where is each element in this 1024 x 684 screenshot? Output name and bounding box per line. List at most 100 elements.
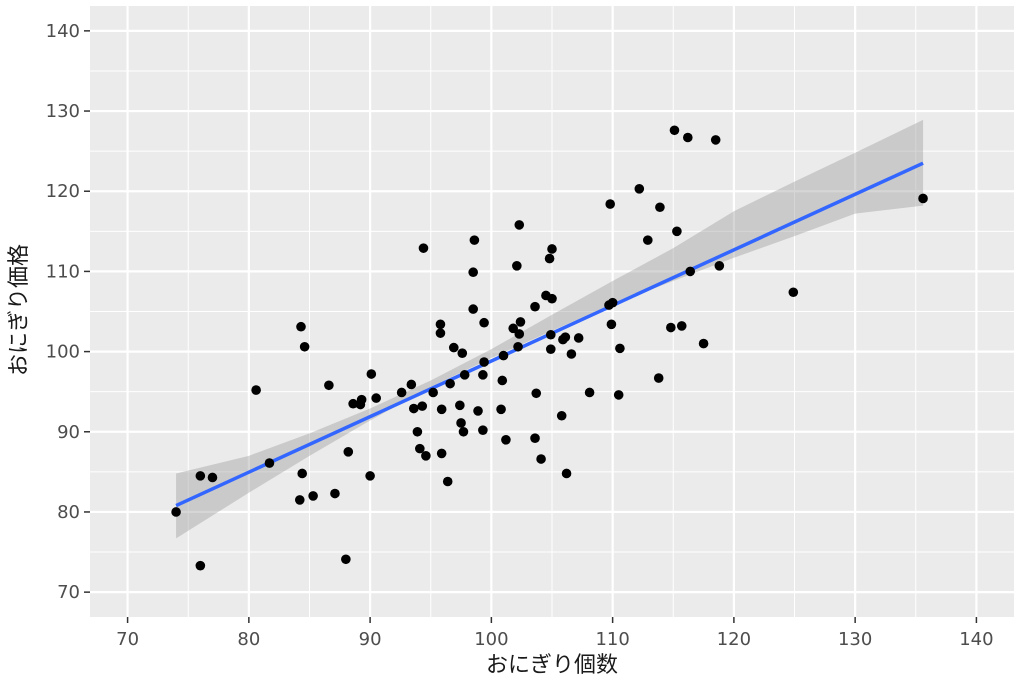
- data-point: [324, 380, 334, 391]
- data-point: [207, 472, 218, 483]
- y-tick-label: 110: [46, 261, 80, 282]
- data-point: [171, 507, 181, 517]
- data-point: [428, 387, 438, 398]
- data-point: [406, 379, 417, 390]
- data-point: [415, 443, 425, 454]
- data-point: [512, 260, 522, 271]
- confidence-band-layer: [176, 119, 924, 539]
- data-point: [547, 293, 557, 304]
- data-point: [457, 348, 468, 358]
- data-point: [666, 322, 676, 333]
- data-point: [356, 394, 367, 405]
- data-point: [531, 388, 542, 399]
- y-tick-label: 80: [57, 502, 80, 523]
- data-point: [545, 329, 556, 340]
- data-point: [294, 495, 305, 505]
- data-point: [299, 341, 310, 352]
- y-tick-label: 100: [46, 342, 80, 363]
- y-axis-title: おにぎり価格: [7, 244, 32, 376]
- data-point: [421, 451, 431, 461]
- data-point: [478, 370, 488, 380]
- y-axis: 70 80 90 100 110 120 130 140: [46, 21, 90, 603]
- data-point: [396, 387, 407, 398]
- data-point: [365, 471, 375, 481]
- data-point: [508, 323, 518, 334]
- data-point: [479, 317, 489, 328]
- data-point: [685, 266, 696, 277]
- data-point: [514, 329, 525, 339]
- data-point: [918, 193, 928, 204]
- data-point: [195, 560, 206, 571]
- data-point: [607, 297, 618, 308]
- data-point: [544, 253, 555, 264]
- data-point: [371, 393, 381, 403]
- data-point: [418, 243, 429, 253]
- data-point: [669, 125, 680, 136]
- x-axis: 70 80 90 100 110 120 130 140: [116, 617, 994, 650]
- data-point: [530, 301, 540, 312]
- data-point: [497, 375, 508, 386]
- data-point: [613, 390, 624, 400]
- data-point: [308, 491, 318, 501]
- confidence-band: [176, 119, 924, 539]
- data-point: [264, 458, 275, 468]
- data-point: [330, 488, 340, 499]
- y-tick-label: 130: [46, 101, 80, 122]
- data-point: [561, 468, 572, 479]
- data-point: [566, 349, 577, 359]
- data-point: [459, 370, 470, 380]
- data-point: [501, 434, 511, 445]
- data-point: [343, 447, 354, 457]
- data-point: [672, 226, 682, 237]
- data-point: [605, 199, 616, 209]
- x-tick-label: 80: [237, 629, 260, 650]
- data-point: [710, 135, 721, 145]
- data-point: [468, 267, 478, 278]
- data-point: [653, 373, 664, 383]
- data-point: [445, 378, 455, 389]
- data-point: [442, 476, 453, 487]
- y-tick-label: 120: [46, 181, 80, 202]
- data-point: [655, 202, 665, 213]
- x-tick-label: 120: [717, 629, 751, 650]
- data-point: [530, 433, 540, 443]
- y-tick-label: 70: [57, 582, 80, 603]
- data-point: [683, 132, 693, 143]
- data-point: [436, 448, 447, 459]
- x-tick-label: 130: [838, 629, 872, 650]
- data-point: [435, 319, 446, 330]
- data-point: [606, 319, 617, 330]
- data-point: [584, 387, 595, 398]
- data-point: [545, 344, 556, 354]
- data-point: [496, 404, 506, 415]
- data-point: [573, 333, 584, 343]
- data-point: [435, 328, 446, 338]
- y-tick-label: 140: [46, 21, 80, 42]
- data-point: [714, 260, 725, 271]
- data-point: [513, 341, 523, 352]
- data-point: [297, 468, 308, 479]
- data-point: [556, 410, 567, 421]
- data-point: [195, 471, 206, 481]
- grid-lines: [90, 6, 1014, 617]
- points-layer: [171, 125, 928, 571]
- data-point: [412, 426, 423, 437]
- data-point: [469, 235, 480, 245]
- x-axis-title: おにぎり個数: [486, 653, 618, 678]
- data-point: [456, 418, 466, 428]
- x-tick-label: 90: [359, 629, 382, 650]
- data-point: [536, 454, 546, 464]
- x-tick-label: 100: [474, 629, 508, 650]
- data-point: [436, 404, 447, 415]
- x-tick-label: 140: [959, 629, 993, 650]
- data-point: [514, 220, 525, 230]
- data-point: [296, 321, 306, 332]
- data-point: [634, 184, 645, 194]
- data-point: [515, 317, 526, 327]
- data-point: [408, 403, 419, 414]
- data-point: [366, 369, 377, 379]
- y-tick-label: 90: [57, 422, 80, 443]
- data-point: [341, 554, 351, 565]
- data-point: [468, 304, 478, 314]
